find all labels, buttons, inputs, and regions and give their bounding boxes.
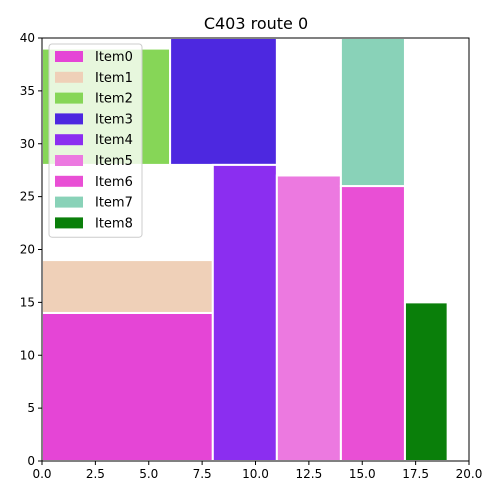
bar-item1 [41,259,214,314]
x-tick-label: 2.5 [86,467,105,481]
legend-label-item3: Item3 [95,112,133,127]
bar-item6 [339,185,406,463]
y-tick-label: 5 [27,401,35,415]
x-tick-label: 15.0 [349,467,376,481]
legend-swatch-item0 [55,51,83,62]
legend-label-item5: Item5 [95,154,133,169]
x-tick-label: 20.0 [456,467,483,481]
legend-swatch-item4 [55,134,83,146]
legend-swatch-item2 [55,92,83,104]
chart-title: C403 route 0 [204,14,308,33]
legend-swatch-item5 [55,155,83,166]
y-tick-label: 25 [20,190,35,204]
legend-swatch-item6 [55,175,83,187]
legend-label-item2: Item2 [95,92,133,107]
legend-label-item7: Item7 [95,196,133,211]
x-tick-label: 17.5 [402,467,429,481]
x-tick-label: 12.5 [296,467,323,481]
bar-item8 [403,301,449,462]
bar-item0 [41,311,214,463]
y-tick-label: 20 [20,243,35,257]
y-tick-label: 10 [20,348,35,362]
legend-label-item4: Item4 [95,133,133,148]
y-tick-label: 0 [27,454,35,468]
x-tick-label: 7.5 [193,467,212,481]
legend-label-item0: Item0 [95,50,133,65]
bar-item3 [169,37,278,166]
legend-swatch-item3 [55,113,83,125]
x-axis: 0.0 2.5 5.0 7.5 10.0 12.5 15.0 17.5 20.0 [32,461,482,481]
bar-item7 [339,37,406,188]
y-axis: 0 5 10 15 20 25 30 35 40 [20,31,42,468]
legend-swatch-item8 [55,217,83,229]
legend-label-item6: Item6 [95,175,133,190]
bar-item5 [275,174,342,462]
legend: Item0 Item1 Item2 Item3 Item4 Item5 Item6 Item7… [48,43,143,238]
legend-swatch-item1 [55,71,83,83]
legend-swatch-item7 [55,196,83,208]
y-tick-label: 15 [20,295,35,309]
x-tick-label: 10.0 [242,467,269,481]
legend-label-item8: Item8 [95,216,133,231]
x-tick-label: 0.0 [32,467,51,481]
legend-label-item1: Item1 [95,71,133,86]
y-tick-label: 30 [20,137,35,151]
y-tick-label: 40 [20,31,35,45]
bar-item4 [211,163,278,462]
y-tick-label: 35 [20,84,35,98]
legend-box [48,43,143,238]
x-tick-label: 5.0 [139,467,158,481]
